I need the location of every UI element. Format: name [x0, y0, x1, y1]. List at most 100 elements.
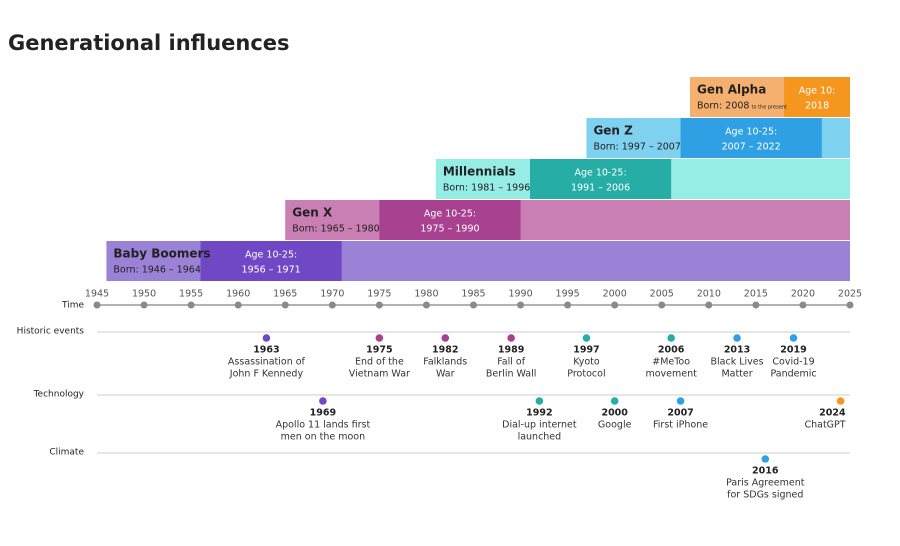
event-dot	[319, 397, 327, 405]
age-label: Age 10-25:	[245, 250, 297, 261]
event-dot	[761, 455, 770, 463]
event-dot	[441, 334, 450, 342]
age-bar	[529, 159, 672, 199]
born-label: Born: 1946 – 1964	[113, 265, 200, 276]
event-dot	[676, 397, 685, 405]
event-text: movement	[645, 369, 697, 380]
generation-name: Baby Boomers	[113, 247, 210, 261]
event-dot	[733, 334, 741, 342]
event-year: 1997	[573, 345, 599, 356]
event-dot	[375, 334, 384, 342]
event-dot	[507, 334, 515, 342]
tick-dot	[234, 301, 242, 309]
event-year: 1992	[526, 408, 552, 419]
chart-title: Generational influences	[8, 31, 290, 55]
tick-dot	[375, 301, 383, 309]
x-tick-label: 1950	[132, 289, 156, 300]
tick-dot	[517, 301, 525, 309]
x-tick-label: 2025	[838, 289, 862, 300]
age-label: Age 10-25:	[725, 127, 777, 138]
tick-dot	[611, 301, 619, 309]
age-label: Age 10:	[799, 86, 836, 97]
age-bar	[784, 77, 850, 117]
tick-dot	[422, 301, 430, 309]
event-text: Vietnam War	[349, 369, 410, 380]
event-year: 2016	[752, 466, 779, 477]
event-text: Pandemic	[770, 369, 816, 380]
x-tick-label: 1985	[461, 289, 485, 300]
event-text: First iPhone	[653, 420, 708, 431]
age-label: Age 10-25:	[574, 168, 626, 179]
event-dot	[610, 397, 619, 405]
event-text: Black Lives	[711, 357, 764, 368]
born-label: Born: 1997 – 2007	[593, 142, 680, 153]
age-range: 2018	[805, 101, 829, 112]
x-tick-label: 1965	[273, 289, 297, 300]
x-tick-label: 1995	[556, 289, 580, 300]
event-year: 2019	[780, 345, 806, 356]
event-text: launched	[518, 432, 562, 443]
x-tick-label: 1955	[179, 289, 203, 300]
event-dot	[535, 397, 544, 405]
age-bar	[379, 200, 521, 240]
age-label: Age 10-25:	[424, 209, 476, 220]
x-tick-label: 1970	[320, 289, 344, 300]
event-text: #MeToo	[652, 357, 690, 368]
tick-dot	[846, 301, 854, 309]
event-text: for SDGs signed	[727, 490, 803, 501]
x-tick-label: 1975	[367, 289, 391, 300]
event-text: John F Kennedy	[229, 369, 304, 380]
tick-dot	[140, 301, 148, 309]
x-tick-label: 2015	[744, 289, 768, 300]
x-tick-label: 1945	[85, 289, 109, 300]
tick-dot	[705, 301, 713, 309]
age-bar	[200, 241, 342, 281]
born-note: to the present	[751, 105, 786, 111]
event-text: Covid-19	[772, 357, 814, 368]
tick-dot	[470, 301, 477, 309]
born-label: Born: 2008	[697, 101, 750, 112]
event-text: Dial-up internet	[502, 420, 577, 431]
event-text: Fall of	[497, 357, 526, 368]
age-range: 2007 – 2022	[722, 142, 781, 153]
born-label: Born: 1965 – 1980	[292, 224, 379, 235]
event-text: War	[436, 369, 455, 380]
tick-dot	[281, 301, 289, 309]
x-tick-label: 1980	[414, 289, 438, 300]
event-dot	[582, 334, 591, 342]
x-tick-label: 2010	[697, 289, 721, 300]
generation-name: Gen X	[292, 206, 333, 220]
age-range: 1956 – 1971	[242, 265, 301, 276]
event-text: Matter	[721, 369, 752, 380]
tick-dot	[328, 301, 336, 309]
tick-dot	[799, 301, 807, 309]
event-text: Google	[598, 420, 632, 431]
event-year: 2000	[601, 408, 628, 419]
x-tick-label: 1960	[226, 289, 250, 300]
event-year: 1975	[366, 345, 392, 356]
event-text: End of the	[355, 357, 404, 368]
x-tick-label: 1990	[508, 289, 532, 300]
event-year: 2013	[724, 345, 750, 356]
tick-dot	[564, 301, 572, 309]
age-range: 1991 – 2006	[571, 183, 630, 194]
event-dot	[262, 334, 271, 342]
born-label: Born: 1981 – 1996	[443, 183, 530, 194]
event-dot	[836, 397, 845, 405]
track-label: Historic events	[17, 327, 85, 337]
age-range: 1975 – 1990	[420, 224, 479, 235]
event-text: Paris Agreement	[726, 478, 805, 489]
generation-name: Gen Z	[593, 124, 633, 138]
tick-dot	[658, 301, 666, 309]
x-axis-label: Time	[61, 301, 84, 311]
event-year: 1989	[498, 345, 524, 356]
event-text: Apollo 11 lands first	[276, 420, 371, 431]
tick-dot	[752, 301, 760, 309]
x-tick-label: 2020	[791, 289, 815, 300]
x-tick-label: 2005	[650, 289, 674, 300]
generation-name: Millennials	[443, 165, 516, 179]
event-dot	[667, 334, 675, 342]
event-year: 1963	[253, 345, 279, 356]
event-text: ChatGPT	[804, 420, 845, 431]
